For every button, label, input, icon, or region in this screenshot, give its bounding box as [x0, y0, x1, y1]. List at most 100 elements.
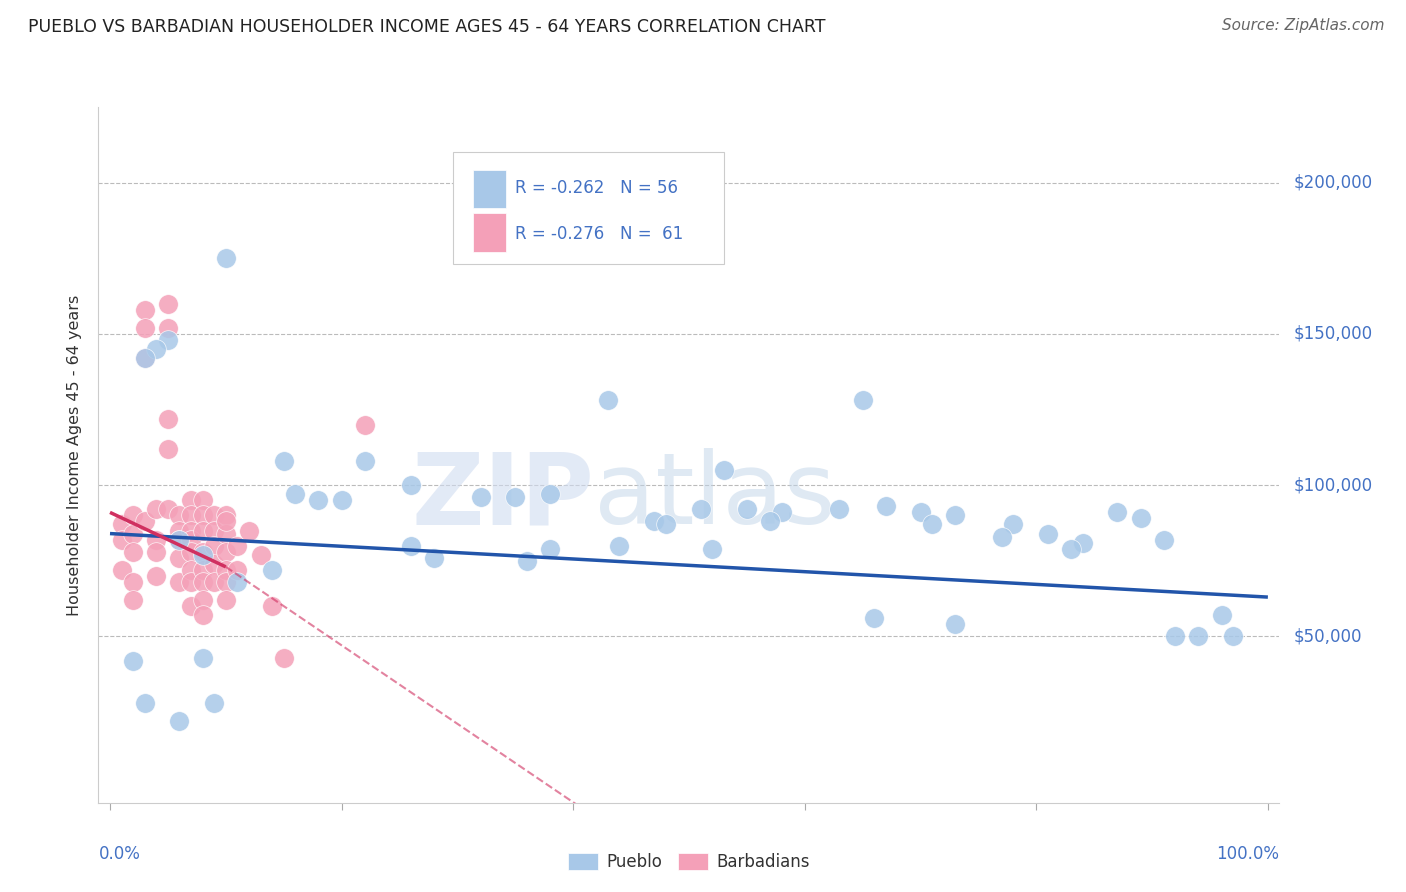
- Point: [1002, 517, 1025, 532]
- Point: [110, 533, 132, 547]
- Point: [145, 569, 167, 583]
- Point: [169, 550, 191, 565]
- Point: [191, 563, 214, 577]
- Point: [828, 502, 851, 516]
- Point: [353, 454, 375, 468]
- Point: [202, 574, 225, 589]
- Point: [215, 593, 238, 607]
- Point: [122, 574, 145, 589]
- Point: [215, 515, 238, 529]
- Point: [1060, 541, 1083, 556]
- Point: [538, 541, 561, 556]
- Point: [110, 563, 132, 577]
- Point: [134, 351, 156, 365]
- Point: [1187, 629, 1209, 643]
- Point: [215, 252, 238, 266]
- Text: R = -0.262   N = 56: R = -0.262 N = 56: [516, 179, 678, 197]
- Point: [156, 411, 179, 425]
- Point: [202, 539, 225, 553]
- Point: [180, 533, 202, 547]
- Point: [1071, 535, 1094, 549]
- Point: [145, 533, 167, 547]
- FancyBboxPatch shape: [453, 153, 724, 263]
- Point: [238, 524, 260, 538]
- Point: [226, 574, 249, 589]
- Point: [713, 463, 735, 477]
- Point: [1129, 511, 1152, 525]
- Point: [643, 515, 665, 529]
- Point: [943, 508, 966, 523]
- Point: [156, 442, 179, 456]
- Point: [1211, 608, 1233, 623]
- Point: [202, 696, 225, 710]
- Point: [191, 608, 214, 623]
- Point: [145, 502, 167, 516]
- Point: [215, 545, 238, 559]
- Point: [503, 490, 526, 504]
- Point: [202, 557, 225, 571]
- Point: [596, 393, 619, 408]
- Point: [759, 515, 782, 529]
- Text: ZIP: ZIP: [412, 448, 595, 545]
- Point: [156, 296, 179, 310]
- Point: [1153, 533, 1175, 547]
- Point: [191, 508, 214, 523]
- Point: [122, 526, 145, 541]
- Point: [156, 321, 179, 335]
- Point: [169, 533, 191, 547]
- Point: [180, 563, 202, 577]
- Text: Source: ZipAtlas.com: Source: ZipAtlas.com: [1222, 18, 1385, 33]
- Point: [875, 500, 897, 514]
- Point: [122, 545, 145, 559]
- Point: [863, 611, 886, 625]
- Point: [156, 502, 179, 516]
- Point: [122, 593, 145, 607]
- Point: [215, 574, 238, 589]
- Point: [943, 617, 966, 632]
- Point: [202, 508, 225, 523]
- Point: [852, 393, 875, 408]
- Point: [191, 524, 214, 538]
- Point: [134, 321, 156, 335]
- Point: [423, 550, 446, 565]
- FancyBboxPatch shape: [472, 213, 506, 252]
- Point: [470, 490, 492, 504]
- Point: [689, 502, 711, 516]
- Text: 100.0%: 100.0%: [1216, 845, 1279, 863]
- Point: [330, 493, 353, 508]
- Point: [191, 593, 214, 607]
- Point: [191, 650, 214, 665]
- Point: [1164, 629, 1187, 643]
- Point: [122, 654, 145, 668]
- Point: [180, 599, 202, 614]
- Point: [910, 505, 932, 519]
- Point: [284, 487, 307, 501]
- Point: [353, 417, 375, 432]
- Point: [215, 526, 238, 541]
- Point: [226, 563, 249, 577]
- Point: [191, 545, 214, 559]
- Point: [169, 524, 191, 538]
- Point: [145, 545, 167, 559]
- Point: [110, 517, 132, 532]
- Y-axis label: Householder Income Ages 45 - 64 years: Householder Income Ages 45 - 64 years: [67, 294, 83, 615]
- Point: [169, 714, 191, 728]
- Point: [134, 515, 156, 529]
- Point: [262, 599, 284, 614]
- Point: [156, 333, 179, 347]
- Text: PUEBLO VS BARBADIAN HOUSEHOLDER INCOME AGES 45 - 64 YEARS CORRELATION CHART: PUEBLO VS BARBADIAN HOUSEHOLDER INCOME A…: [28, 18, 825, 36]
- Point: [399, 539, 422, 553]
- Point: [191, 548, 214, 562]
- Point: [700, 541, 723, 556]
- Point: [1222, 629, 1244, 643]
- Point: [921, 517, 943, 532]
- Point: [735, 502, 758, 516]
- Text: atlas: atlas: [595, 448, 837, 545]
- Point: [191, 493, 214, 508]
- Point: [180, 493, 202, 508]
- Point: [180, 508, 202, 523]
- Point: [180, 545, 202, 559]
- Text: $200,000: $200,000: [1294, 174, 1372, 192]
- Point: [134, 696, 156, 710]
- Text: $150,000: $150,000: [1294, 325, 1372, 343]
